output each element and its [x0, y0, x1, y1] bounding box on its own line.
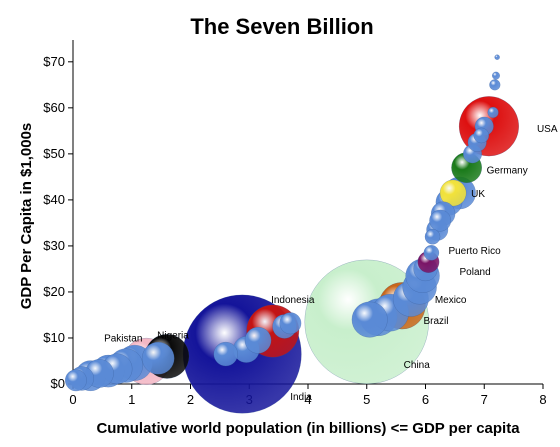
- y-tick-label: $30: [43, 238, 65, 253]
- label-mexico: Mexico: [435, 295, 467, 306]
- bubble: [351, 301, 388, 338]
- x-tick-label: 5: [363, 392, 370, 407]
- label-india: India: [290, 392, 312, 403]
- x-tick-label: 1: [128, 392, 135, 407]
- label-china: China: [404, 360, 431, 371]
- label-indonesia: Indonesia: [271, 295, 315, 306]
- axes: 012345678$0$10$20$30$40$50$60$70: [43, 40, 547, 407]
- y-tick-label: $70: [43, 54, 65, 69]
- bubble: [494, 54, 500, 60]
- label-nigeria: Nigeria: [157, 330, 189, 341]
- bubble: [489, 79, 501, 91]
- bubble: [423, 245, 440, 261]
- y-tick-label: $50: [43, 146, 65, 161]
- label-uk: UK: [471, 189, 485, 200]
- label-poland: Poland: [460, 267, 491, 278]
- x-tick-label: 6: [422, 392, 429, 407]
- label-germany: Germany: [487, 166, 528, 177]
- bubble-uk: [439, 179, 467, 207]
- x-axis-label: Cumulative world population (in billions…: [96, 420, 520, 437]
- bubble: [279, 312, 302, 335]
- x-tick-label: 4: [304, 392, 311, 407]
- bubble: [65, 369, 87, 392]
- bubble: [487, 106, 499, 118]
- label-pakistan: Pakistan: [104, 333, 142, 344]
- label-puerto-rico: Puerto Rico: [448, 246, 501, 257]
- x-tick-label: 8: [539, 392, 546, 407]
- x-tick-label: 7: [481, 392, 488, 407]
- bubble: [141, 341, 175, 375]
- y-tick-label: $20: [43, 284, 65, 299]
- y-tick-label: $40: [43, 192, 65, 207]
- chart-title: The Seven Billion: [190, 14, 373, 39]
- y-tick-label: $60: [43, 100, 65, 115]
- x-tick-label: 2: [187, 392, 194, 407]
- bubble: [213, 341, 238, 367]
- x-tick-label: 0: [69, 392, 76, 407]
- bubble: [244, 326, 272, 354]
- bubble: [492, 71, 500, 80]
- y-tick-label: $0: [51, 376, 65, 391]
- y-axis-label: GDP Per Capita in $1,000s: [18, 123, 35, 309]
- bubble: [429, 209, 452, 232]
- bubble: [473, 127, 490, 144]
- country-labels: Pakistan Nigeria India Indonesia China Brazil…: [104, 124, 558, 403]
- label-brazil: Brazil: [423, 316, 448, 327]
- label-usa: USA: [537, 124, 558, 135]
- y-tick-label: $10: [43, 330, 65, 345]
- bubble-series: [65, 54, 519, 414]
- bubble: [424, 228, 441, 245]
